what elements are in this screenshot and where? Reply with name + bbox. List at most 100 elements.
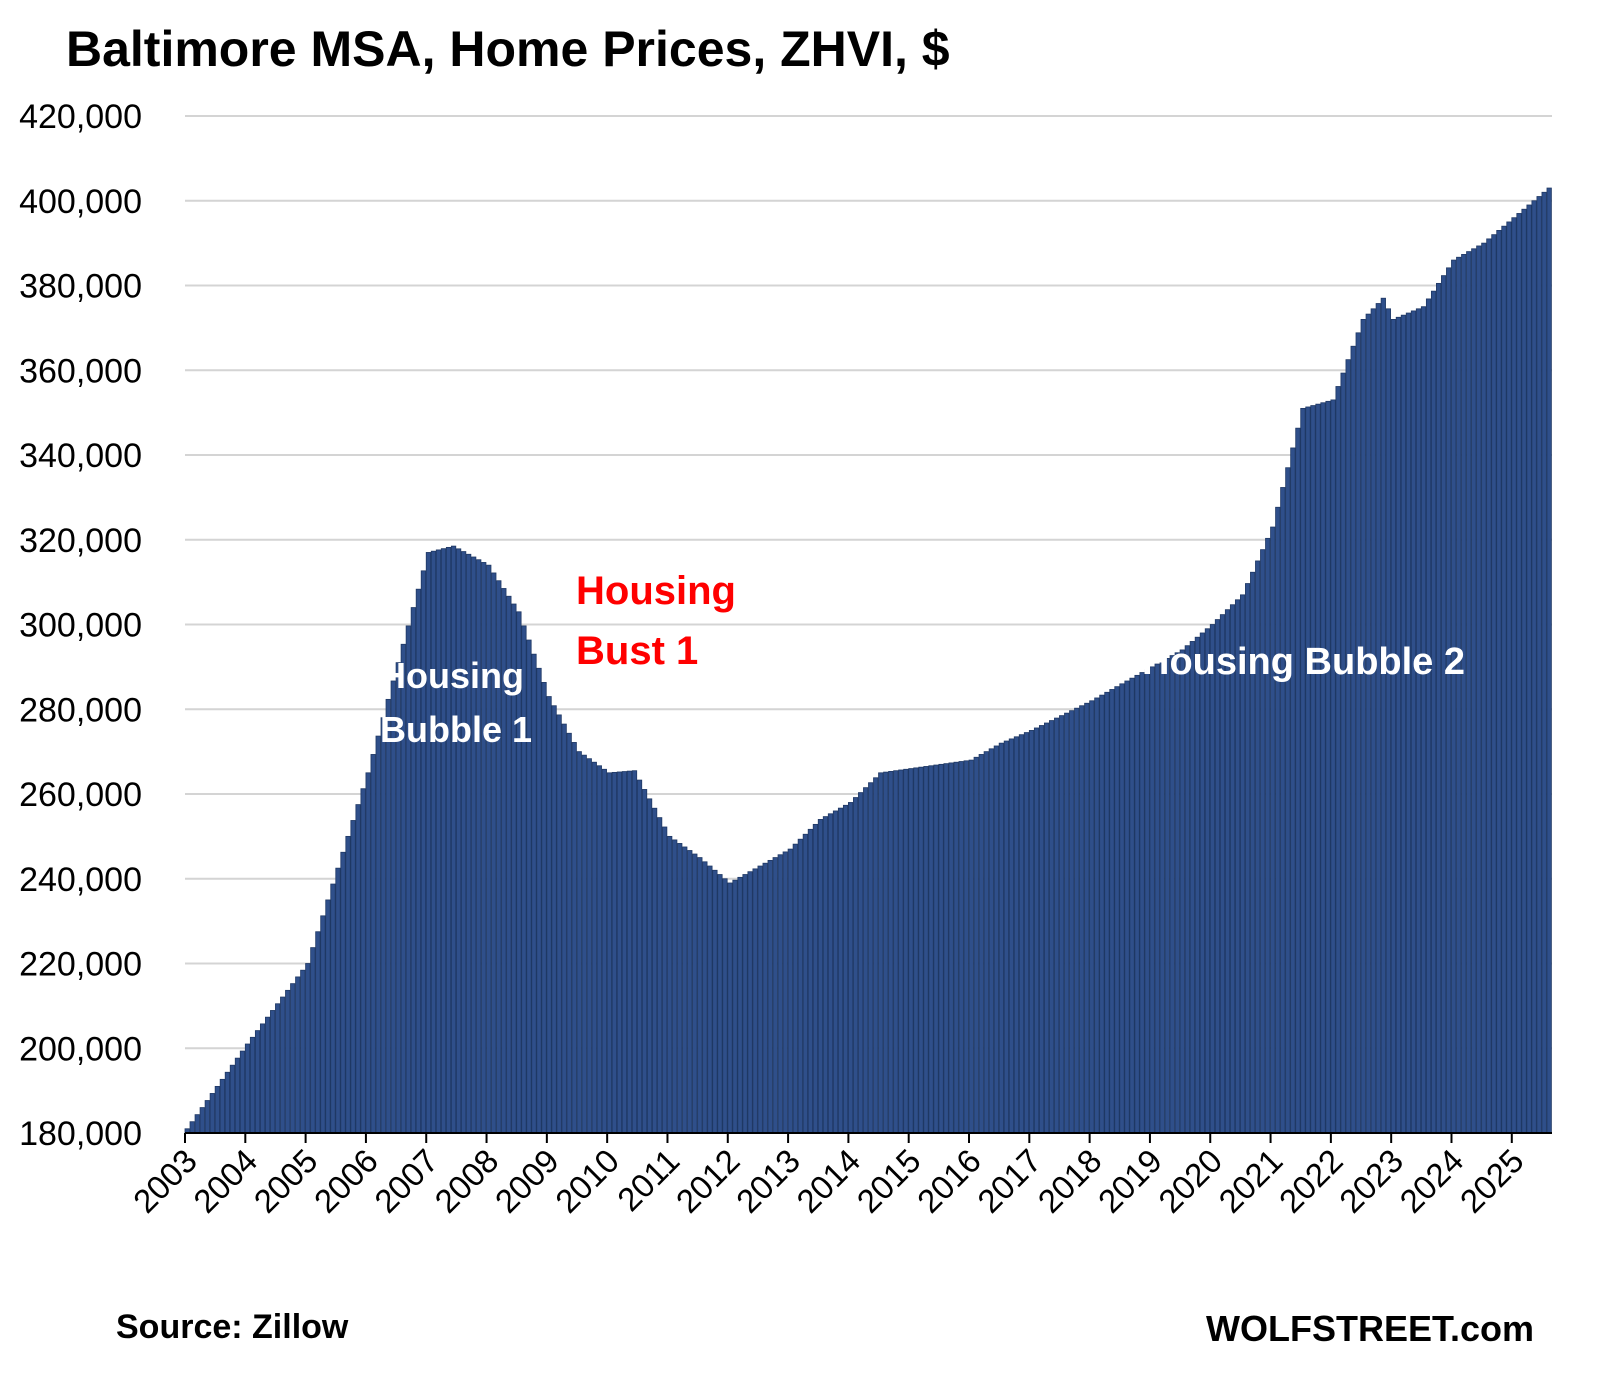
bar	[1159, 660, 1165, 1134]
bar	[265, 1016, 271, 1134]
bar	[863, 787, 869, 1134]
bar	[847, 802, 854, 1134]
bar	[993, 745, 999, 1134]
bar	[1023, 732, 1030, 1134]
bar	[662, 826, 668, 1134]
bar	[1390, 318, 1397, 1134]
bar	[591, 761, 597, 1134]
bar	[355, 804, 361, 1134]
bar	[837, 807, 844, 1134]
chart-title: Baltimore MSA, Home Prices, ZHVI, $	[66, 21, 950, 77]
x-tick-label: 2006	[307, 1142, 385, 1220]
bar	[1315, 403, 1321, 1134]
bar	[455, 548, 462, 1134]
bar	[551, 705, 557, 1134]
bar	[1305, 406, 1311, 1134]
bar	[963, 760, 969, 1134]
bar	[687, 850, 693, 1134]
bar	[1400, 314, 1407, 1134]
bar	[1008, 738, 1015, 1134]
bar	[1300, 407, 1306, 1134]
bar	[1355, 332, 1361, 1134]
x-tick-label: 2004	[186, 1142, 264, 1220]
bar	[797, 838, 803, 1134]
bar	[631, 770, 638, 1134]
bar	[682, 846, 688, 1134]
bar	[657, 817, 663, 1134]
bar	[1350, 345, 1356, 1134]
bar	[817, 819, 824, 1134]
bar	[1365, 313, 1371, 1134]
bar	[1044, 722, 1050, 1134]
bar	[772, 857, 778, 1134]
bar	[616, 771, 623, 1134]
bar	[858, 792, 864, 1134]
x-tick-label: 2023	[1332, 1142, 1410, 1220]
brand-label: WOLFSTREET.com	[1205, 1308, 1534, 1349]
y-tick-label: 360,000	[19, 352, 142, 390]
bar	[953, 761, 959, 1134]
bar	[531, 653, 537, 1134]
bar	[290, 983, 296, 1134]
bar	[948, 762, 954, 1134]
source-label: Source: Zillow	[116, 1308, 349, 1346]
bar	[1310, 405, 1316, 1134]
bar	[1154, 663, 1160, 1134]
x-tick-label: 2015	[850, 1142, 928, 1220]
bar	[611, 771, 618, 1134]
bar	[978, 754, 984, 1134]
bar	[360, 788, 366, 1134]
bar	[1436, 282, 1442, 1134]
bar	[1033, 727, 1040, 1134]
bar	[712, 869, 718, 1134]
bar	[968, 759, 974, 1134]
bar	[1481, 242, 1487, 1134]
bar	[199, 1107, 205, 1134]
bar	[777, 854, 783, 1134]
annotation-label: Housing Bubble 2	[1142, 641, 1465, 683]
bar	[189, 1121, 195, 1134]
x-tick-label: 2025	[1453, 1142, 1531, 1220]
x-tick-label: 2013	[729, 1142, 807, 1220]
y-tick-label: 180,000	[19, 1115, 142, 1153]
bar	[375, 735, 381, 1134]
bar	[435, 549, 442, 1134]
bar	[476, 559, 482, 1134]
annotation-label: Bubble 1	[380, 709, 532, 750]
bar	[259, 1023, 266, 1134]
bar	[1224, 609, 1231, 1134]
x-tick-label: 2022	[1272, 1142, 1350, 1220]
y-tick-label: 340,000	[19, 437, 142, 475]
bar	[370, 754, 376, 1134]
bar	[576, 751, 582, 1134]
bar	[973, 756, 979, 1134]
x-tick-label: 2009	[488, 1142, 566, 1220]
bar	[541, 682, 547, 1134]
bar	[1375, 303, 1381, 1134]
annotation-label: Bust 1	[576, 629, 698, 673]
bar	[787, 848, 793, 1134]
bar	[1335, 386, 1341, 1134]
bar	[1003, 740, 1010, 1134]
bar	[1496, 230, 1502, 1134]
bar	[1290, 447, 1296, 1134]
bar	[486, 564, 492, 1134]
bar	[762, 862, 768, 1134]
bar	[732, 879, 738, 1134]
bar	[285, 989, 291, 1134]
bar	[1451, 259, 1457, 1134]
bar	[571, 742, 577, 1134]
bar	[606, 772, 612, 1134]
bar	[1476, 245, 1482, 1134]
bar	[345, 835, 351, 1134]
y-tick-label: 320,000	[19, 522, 142, 560]
bar	[219, 1078, 226, 1134]
bar	[1405, 312, 1412, 1134]
bar	[651, 807, 658, 1134]
bar	[1265, 537, 1271, 1134]
bar	[908, 768, 914, 1134]
bar	[702, 861, 708, 1134]
bar	[556, 714, 562, 1134]
annotation-label: Housing	[576, 569, 736, 613]
bar	[1385, 308, 1391, 1134]
